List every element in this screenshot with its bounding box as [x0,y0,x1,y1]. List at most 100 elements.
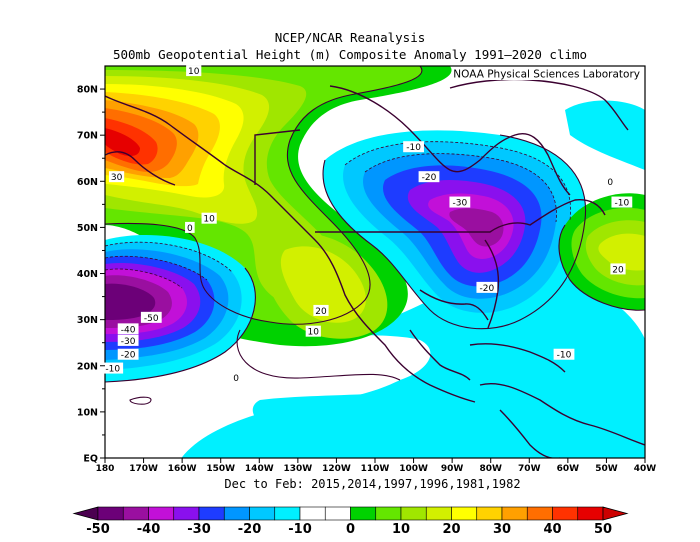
contour-label: 30 [111,173,123,183]
contour-label: 0 [607,178,613,188]
contour-label-bg [231,371,241,383]
lon-tick-label: 170W [129,464,158,474]
colorbar-label: 50 [594,522,612,537]
colorbar-label: -30 [187,522,211,537]
chart-subtitle: 500mb Geopotential Height (m) Composite … [112,47,588,62]
lon-tick-label: 100W [399,464,428,474]
contour-label-layer: 1030100-50-40-30-20-1002010-10-20-30-20-… [102,65,633,384]
contour-label-bg [117,348,139,360]
colorbar-swatch [375,506,402,521]
lon-tick-label: 80W [479,464,502,474]
contour-label-bg [418,171,440,183]
contour-label: 10 [308,328,320,338]
lon-tick-label: 180 [96,464,115,474]
colorbar-swatch [451,506,478,521]
lat-tick-label: 30N [77,315,98,326]
map-fill [105,66,645,458]
contour-label: -30 [121,337,136,347]
lat-tick-label: 80N [77,85,98,96]
contour-label: 20 [315,307,327,317]
contour-label: -10 [557,351,572,361]
contour-label-bg [117,323,139,335]
colorbar-label: -40 [137,522,161,537]
colorbar-label: 10 [392,522,410,537]
colorbar-swatch [97,506,124,521]
colorbar-swatch [299,506,326,521]
colorbar-swatch [249,506,276,521]
colorbar-swatch [324,506,351,521]
chart-title: NCEP/NCAR Reanalysis [274,30,426,45]
contour-label: -10 [615,199,630,209]
lon-tick-label: 90W [441,464,464,474]
colorbar-label: 40 [543,522,561,537]
contour-label-bg [117,334,139,346]
contour-label: 20 [612,265,624,275]
lat-tick-label: 70N [77,131,98,142]
lat-tick-label: 10N [77,407,98,418]
colorbar-label: 0 [346,522,355,537]
contour-label-bg [108,171,125,183]
contour-label-bg [403,141,424,153]
contour-label-bg [140,311,162,323]
contour-label: -10 [406,143,421,153]
lat-tick-label: 20N [77,361,98,372]
contour-label-bg [185,221,195,233]
credit-label: NOAA Physical Sciences Laboratory [453,69,640,81]
contour-label-bg [102,362,124,374]
contour-label-bg [476,281,498,293]
colorbar-swatch [223,506,250,521]
contour-label-bg [605,175,616,187]
colorbar-swatch [425,506,452,521]
lon-tick-label: 50W [595,464,618,474]
contour-label: -30 [453,199,468,209]
lat-tick-label: 60N [77,177,98,188]
contour-label-bg [313,304,329,316]
colorbar-swatch [526,506,553,521]
lat-tick-label: EQ [83,454,98,465]
lon-tick-label: 70W [518,464,541,474]
lat-tick-label: 50N [77,223,98,234]
colorbar-swatch [274,506,301,521]
lon-tick-label: 110W [361,464,390,474]
colorbar: -50 -40 -30 -20 -10 0 10 20 30 40 50 [72,506,629,537]
period-label: Dec to Feb: 2015,2014,1997,1996,1981,198… [224,477,521,491]
lat-tick-label: 40N [77,269,98,280]
colorbar-swatch [552,506,579,521]
colorbar-swatch [577,506,604,521]
colorbar-swatch [501,506,528,521]
contour-label: -50 [144,314,159,324]
contour-label-bg [449,196,471,208]
lon-tick-label: 130W [283,464,312,474]
colorbar-under-arrow [72,506,99,521]
longitude-axis: 180 170W 160W 150W 140W 130W 120W 110W 100W 90W 80… [96,458,657,474]
colorbar-swatch [198,506,225,521]
latitude-axis: 80N 70N 60N 50N 40N 30N 20N 10N EQ [77,85,105,465]
colorbar-swatch [400,506,427,521]
lon-tick-label: 120W [322,464,351,474]
contour-label: -20 [422,173,437,183]
colorbar-swatch [350,506,377,521]
colorbar-over-arrow [602,506,629,521]
credit-box [460,67,644,80]
contour-label: 0 [233,374,239,384]
lon-tick-label: 60W [557,464,580,474]
colorbar-label: -50 [86,522,110,537]
colorbar-label: 20 [442,522,460,537]
contour-label: -20 [121,351,136,361]
lon-tick-label: 140W [245,464,274,474]
colorbar-label: -10 [288,522,312,537]
contour-label: -10 [105,365,120,375]
colorbar-swatch [122,506,149,521]
colorbar-swatch [173,506,200,521]
contour-label-bg [611,196,633,208]
lon-tick-label: 40W [634,464,657,474]
contour-label-bg [201,212,217,224]
contour-label-bg [186,65,202,77]
colorbar-swatch [476,506,503,521]
contour-label: 10 [203,215,215,225]
contour-label: -20 [480,284,495,294]
contour-label-bg [610,263,626,275]
lon-tick-label: 150W [206,464,235,474]
contour-label: 10 [188,67,200,77]
